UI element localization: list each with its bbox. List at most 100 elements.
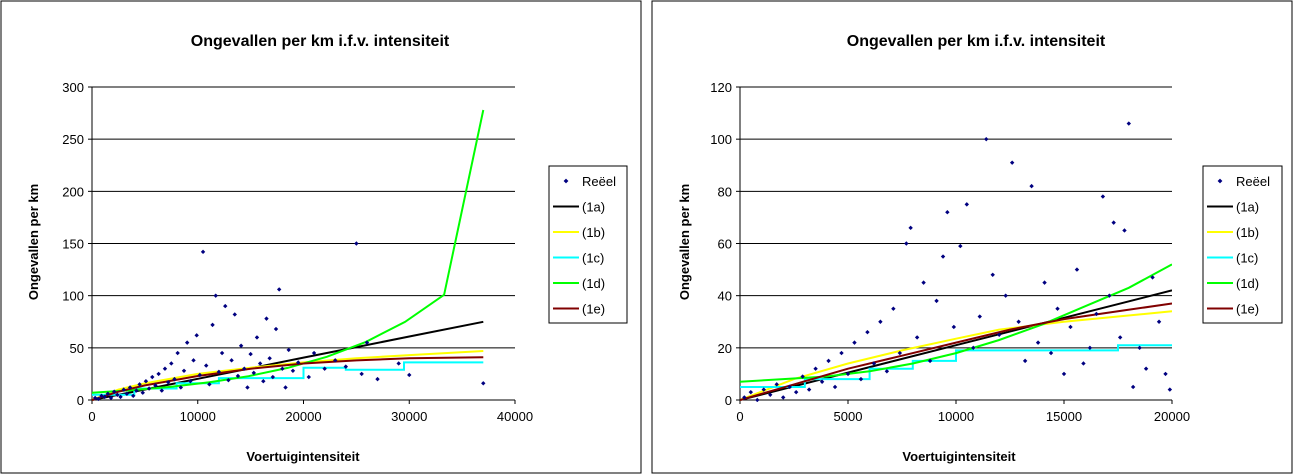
scatter-point: [165, 380, 171, 385]
chart-title: Ongevallen per km i.f.v. intensiteit: [847, 33, 1106, 50]
scatter-point: [245, 385, 250, 390]
scatter-point: [181, 368, 187, 373]
scatter-point: [219, 350, 225, 356]
x-axis-title: Voertuigintensiteit: [246, 449, 360, 464]
scatter-point: [112, 389, 117, 394]
scatter-point: [276, 287, 282, 292]
series-line-1a: [740, 289, 1172, 401]
scatter-point: [172, 376, 177, 382]
chart-right: Ongevallen per km i.f.v. intensiteit Ong…: [651, 0, 1293, 474]
x-axis-title: Voertuigintensiteit: [902, 449, 1016, 464]
scatter-point: [146, 386, 152, 391]
y-tick-label: 200: [62, 184, 84, 199]
y-tick-label: 100: [62, 289, 84, 304]
scatter-point: [914, 335, 920, 340]
series-line-1d: [92, 109, 485, 394]
chart-title: Ongevallen per km i.f.v. intensiteit: [191, 33, 450, 50]
scatter-point: [1122, 228, 1127, 233]
scatter-point: [232, 312, 237, 317]
scatter-point: [407, 372, 412, 378]
legend-label: (1c): [582, 251, 604, 266]
scatter-point: [169, 361, 174, 366]
scatter-point: [1068, 324, 1073, 330]
scatter-point: [364, 340, 370, 345]
scatter-point: [108, 395, 114, 401]
scatter-point: [229, 358, 234, 363]
scatter-point: [761, 387, 766, 392]
y-tick-label: 0: [725, 393, 732, 408]
scatter-point: [990, 272, 995, 277]
scatter-point: [280, 366, 285, 371]
scatter-point: [826, 358, 831, 364]
x-tick-label: 0: [736, 409, 743, 424]
scatter-point: [768, 392, 773, 397]
legend-box: [548, 165, 628, 324]
scatter-point: [223, 303, 228, 309]
scatter-point: [102, 394, 107, 400]
scatter-point: [921, 280, 926, 285]
scatter-point: [153, 383, 158, 388]
legend-marker: [1217, 178, 1223, 184]
scatter-point: [964, 202, 969, 207]
scatter-point: [481, 381, 486, 386]
scatter-point: [162, 366, 168, 371]
x-tick-label: 10000: [180, 409, 216, 424]
legend-box: [1202, 165, 1283, 324]
scatter-point: [845, 371, 851, 377]
scatter-point: [1167, 387, 1172, 392]
chart-panel-right: Ongevallen per km i.f.v. intensiteit Ong…: [651, 0, 1294, 475]
scatter-point: [296, 360, 301, 365]
scatter-point: [191, 358, 196, 363]
scatter-point: [140, 390, 145, 395]
scatter-point: [1100, 194, 1106, 199]
series-line-1d: [740, 263, 1172, 383]
legend: Reëel (1a) (1b) (1c) (1d) (1e): [548, 165, 628, 324]
x-tick-label: 15000: [1046, 409, 1082, 424]
legend-label: Reëel: [582, 174, 616, 189]
legend: Reëel (1a) (1b) (1c) (1d) (1e): [1202, 165, 1283, 324]
scatter-point: [958, 243, 963, 249]
scatter-point: [396, 361, 401, 366]
scatter-point: [1016, 319, 1021, 324]
scatter-point: [175, 350, 180, 356]
scatter-point: [343, 364, 348, 369]
scatter-point: [977, 314, 982, 319]
scatter-point: [115, 392, 120, 397]
scatter-point: [261, 379, 266, 384]
y-tick-label: 50: [70, 341, 84, 356]
scatter-point: [311, 350, 317, 356]
scatter-point: [984, 136, 989, 142]
scatter-point: [156, 371, 161, 377]
scatter-point: [945, 210, 950, 215]
x-tick-label: 20000: [285, 409, 321, 424]
scatter-point: [194, 333, 199, 338]
scatter-point: [184, 340, 190, 345]
legend-label: (1c): [1236, 251, 1258, 266]
scatter-point: [204, 363, 209, 368]
scatter-point: [1107, 293, 1112, 298]
scatter-point: [1055, 306, 1060, 311]
legend-label: (1d): [582, 276, 605, 291]
series-layer: [92, 109, 486, 402]
chart-border: [0, 0, 642, 474]
series-line-1e: [740, 302, 1172, 401]
legend-label: (1b): [1236, 225, 1259, 240]
scatter-point: [806, 387, 812, 392]
scatter-point: [1163, 371, 1168, 377]
scatter-point: [254, 335, 260, 340]
scatter-point: [267, 356, 272, 361]
series-line-1b: [740, 310, 1172, 401]
x-tick-label: 0: [88, 409, 95, 424]
y-tick-label: 80: [718, 184, 732, 199]
legend-label: (1e): [582, 302, 605, 317]
legend-label: (1a): [1236, 200, 1259, 215]
scatter-point: [1022, 358, 1028, 364]
chart-left: Ongevallen per km i.f.v. intensiteit Ong…: [0, 0, 642, 474]
y-tick-label: 250: [62, 132, 84, 147]
scatter-point: [105, 391, 111, 396]
scatter-point: [210, 322, 215, 328]
scatter-point: [213, 293, 218, 298]
scatter-point: [238, 343, 244, 348]
scatter-point: [852, 340, 857, 345]
scatter-point: [375, 376, 380, 382]
